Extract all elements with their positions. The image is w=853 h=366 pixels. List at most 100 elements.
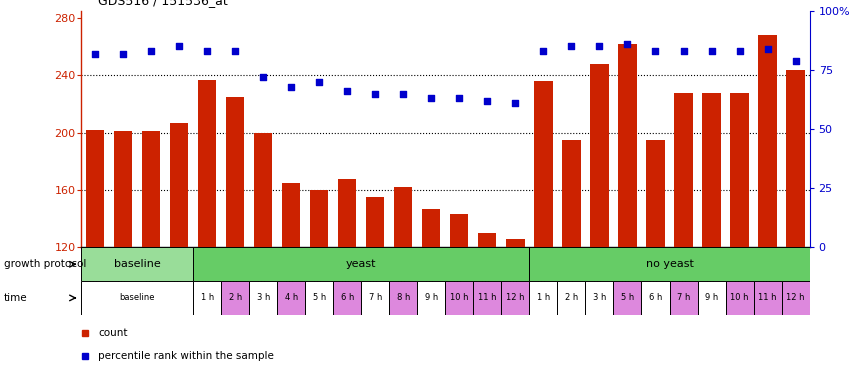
- Point: [676, 48, 689, 54]
- Bar: [421, 209, 440, 247]
- Text: percentile rank within the sample: percentile rank within the sample: [98, 351, 274, 361]
- Point: [508, 100, 522, 106]
- Bar: [198, 80, 216, 247]
- Point: [592, 44, 606, 49]
- Bar: [226, 97, 244, 247]
- Point: [536, 48, 549, 54]
- Bar: [641, 281, 669, 315]
- Text: 7 h: 7 h: [676, 294, 689, 302]
- Point: [620, 41, 634, 47]
- Bar: [589, 64, 608, 247]
- Bar: [729, 93, 748, 247]
- Bar: [281, 183, 300, 247]
- Text: 9 h: 9 h: [424, 294, 438, 302]
- Point: [172, 44, 186, 49]
- Bar: [612, 281, 641, 315]
- Point: [340, 89, 354, 94]
- Text: 3 h: 3 h: [256, 294, 270, 302]
- Bar: [81, 247, 193, 281]
- Point: [116, 51, 130, 56]
- Text: count: count: [98, 328, 128, 338]
- Text: 12 h: 12 h: [506, 294, 524, 302]
- Text: 1 h: 1 h: [537, 294, 549, 302]
- Bar: [333, 281, 361, 315]
- Point: [312, 79, 326, 85]
- Bar: [697, 281, 725, 315]
- Bar: [305, 281, 333, 315]
- Bar: [389, 281, 417, 315]
- Point: [88, 51, 102, 56]
- Point: [480, 98, 494, 104]
- Point: [200, 48, 214, 54]
- Bar: [669, 281, 697, 315]
- Bar: [450, 214, 468, 247]
- Point: [788, 58, 802, 64]
- Bar: [529, 281, 557, 315]
- Text: 10 h: 10 h: [450, 294, 468, 302]
- Bar: [618, 44, 635, 247]
- Text: 6 h: 6 h: [648, 294, 661, 302]
- Point: [452, 96, 466, 101]
- Text: baseline: baseline: [119, 294, 154, 302]
- Point: [284, 84, 298, 90]
- Text: baseline: baseline: [113, 259, 160, 269]
- Bar: [557, 281, 585, 315]
- Bar: [506, 239, 524, 247]
- Bar: [193, 247, 529, 281]
- Bar: [81, 281, 193, 315]
- Text: no yeast: no yeast: [645, 259, 693, 269]
- Bar: [86, 130, 104, 247]
- Bar: [501, 281, 529, 315]
- Point: [424, 96, 438, 101]
- Bar: [702, 93, 720, 247]
- Bar: [254, 133, 272, 247]
- Text: 7 h: 7 h: [368, 294, 381, 302]
- Point: [396, 91, 409, 97]
- Bar: [249, 281, 277, 315]
- Bar: [674, 93, 692, 247]
- Bar: [534, 81, 552, 247]
- Text: 1 h: 1 h: [200, 294, 213, 302]
- Bar: [529, 247, 809, 281]
- Bar: [277, 281, 305, 315]
- Point: [648, 48, 662, 54]
- Bar: [478, 233, 496, 247]
- Text: time: time: [4, 293, 27, 303]
- Text: 9 h: 9 h: [704, 294, 717, 302]
- Bar: [394, 187, 412, 247]
- Text: 11 h: 11 h: [757, 294, 776, 302]
- Point: [760, 46, 774, 52]
- Bar: [473, 281, 501, 315]
- Text: 8 h: 8 h: [396, 294, 409, 302]
- Text: 3 h: 3 h: [592, 294, 606, 302]
- Bar: [338, 179, 356, 247]
- Bar: [780, 281, 809, 315]
- Point: [704, 48, 717, 54]
- Bar: [170, 123, 188, 247]
- Text: 12 h: 12 h: [786, 294, 804, 302]
- Bar: [725, 281, 752, 315]
- Bar: [786, 70, 804, 247]
- Bar: [114, 131, 132, 247]
- Text: growth protocol: growth protocol: [4, 259, 86, 269]
- Text: 2 h: 2 h: [229, 294, 241, 302]
- Bar: [646, 140, 664, 247]
- Bar: [757, 36, 775, 247]
- Point: [368, 91, 381, 97]
- Bar: [445, 281, 473, 315]
- Bar: [585, 281, 612, 315]
- Point: [144, 48, 158, 54]
- Bar: [752, 281, 780, 315]
- Point: [256, 74, 270, 80]
- Point: [732, 48, 746, 54]
- Point: [228, 48, 241, 54]
- Text: 4 h: 4 h: [284, 294, 298, 302]
- Text: 11 h: 11 h: [478, 294, 496, 302]
- Text: yeast: yeast: [345, 259, 376, 269]
- Text: 6 h: 6 h: [340, 294, 354, 302]
- Bar: [221, 281, 249, 315]
- Bar: [193, 281, 221, 315]
- Bar: [366, 197, 384, 247]
- Bar: [142, 131, 160, 247]
- Text: 2 h: 2 h: [564, 294, 577, 302]
